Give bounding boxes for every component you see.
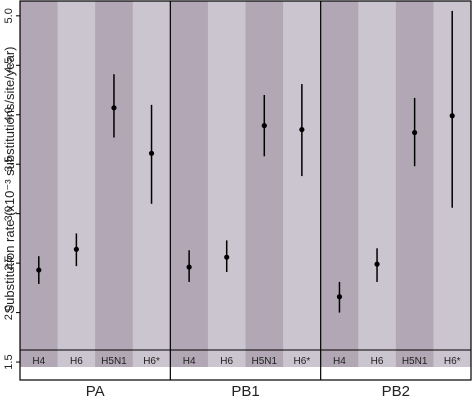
category-label: H6* <box>444 356 461 367</box>
data-point <box>111 105 117 111</box>
y-tick-label: 3.5 <box>3 157 15 172</box>
group-labels: PA PB1 PB2 <box>86 383 410 400</box>
data-point <box>449 113 455 119</box>
y-axis: 1.5 2.0 2.5 3.0 3.5 4.0 4.5 5.0 <box>3 8 20 370</box>
data-point <box>299 126 305 133</box>
data-point <box>336 294 343 300</box>
y-tick-label: 2.0 <box>3 305 15 320</box>
band-PA-H6 <box>57 1 96 367</box>
data-point <box>36 267 42 273</box>
data-point <box>374 261 380 267</box>
data-points <box>36 105 455 300</box>
band-PB1-H5N1 <box>245 1 284 367</box>
background-bands <box>20 1 472 367</box>
y-tick-label: 5.0 <box>3 8 15 23</box>
category-label: H5N1 <box>101 356 127 367</box>
y-tick-label: 1.5 <box>3 354 15 369</box>
category-label: H6* <box>294 356 311 367</box>
y-tick-label: 2.5 <box>3 255 15 270</box>
data-point <box>261 123 267 129</box>
band-PB1-H6 <box>207 1 246 367</box>
category-label: H4 <box>32 356 45 367</box>
band-PA-H4 <box>20 1 59 367</box>
category-label: H4 <box>333 356 346 367</box>
category-label: H4 <box>183 356 196 367</box>
band-PB1-H4 <box>170 1 209 367</box>
category-labels: H4 H6 H5N1 H6* H4 H6 H5N1 H6* H4 H6 H5N1 H6* <box>32 356 460 367</box>
category-label: H6 <box>70 356 83 367</box>
band-PA-H5N1 <box>95 1 134 367</box>
y-axis-label: Substitution rate (x10⁻³ substitutions/s… <box>2 47 17 314</box>
category-label: H6 <box>371 356 384 367</box>
band-PB2-H6 <box>358 1 397 367</box>
y-tick-label: 3.0 <box>3 206 15 221</box>
y-tick-label: 4.0 <box>3 107 15 122</box>
category-label: H6* <box>143 356 160 367</box>
data-point <box>412 129 418 136</box>
plot-border <box>19 0 472 381</box>
group-label: PB2 <box>382 383 410 400</box>
category-label: H5N1 <box>252 356 278 367</box>
data-point <box>224 254 230 260</box>
data-point <box>148 150 155 156</box>
group-label: PA <box>86 383 105 400</box>
data-point <box>73 246 79 252</box>
group-label: PB1 <box>231 383 259 400</box>
y-tick-label: 4.5 <box>3 58 15 73</box>
plot-frame <box>19 0 472 381</box>
category-label: H5N1 <box>402 356 428 367</box>
band-PB1-H6* <box>283 1 322 367</box>
band-PB2-H5N1 <box>395 1 434 367</box>
category-label: H6 <box>220 356 233 367</box>
data-point <box>186 264 192 270</box>
